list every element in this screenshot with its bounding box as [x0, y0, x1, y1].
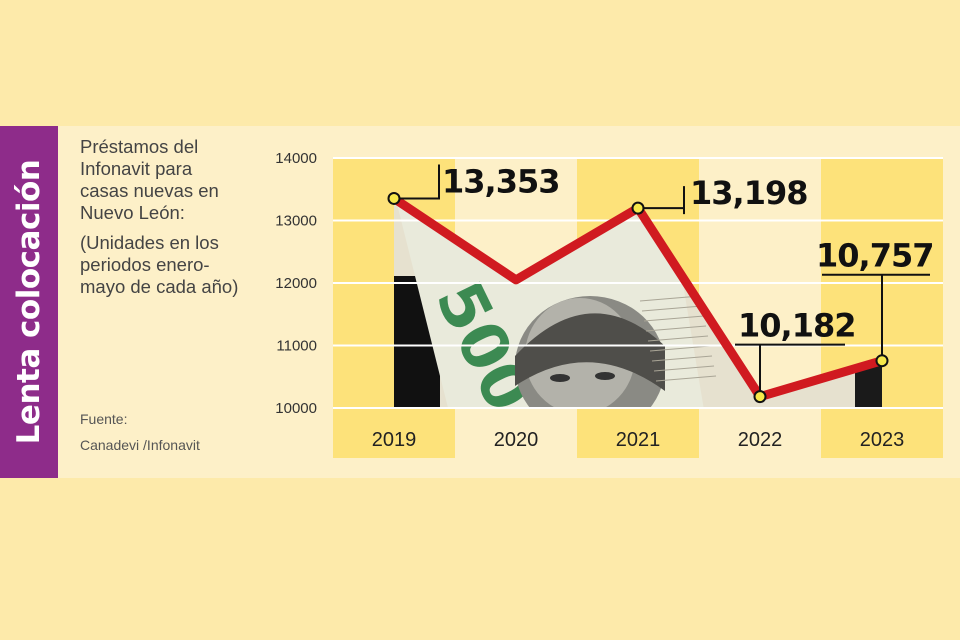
y-tick-label: 13000: [275, 213, 317, 230]
callout-leader: [735, 343, 845, 397]
callout-leader: [394, 164, 440, 200]
side-title: Lenta colocación: [11, 159, 47, 445]
y-tick-label: 14000: [275, 150, 317, 167]
x-axis-tick-labels: 2019 2020 2021 2022 2023: [372, 429, 905, 451]
x-tick-label: 2020: [494, 429, 539, 451]
data-label: 10,182: [738, 307, 855, 345]
x-tick-label: 2022: [738, 429, 783, 451]
description-subtitle: (Unidades en los periodos enero-mayo de …: [80, 232, 239, 297]
callout-leader: [822, 273, 930, 361]
data-point-2023: [875, 354, 889, 368]
infographic-panel: Lenta colocación Préstamos del Infonavit…: [0, 126, 960, 478]
x-tick-label: 2021: [616, 429, 661, 451]
x-tick-label: 2023: [860, 429, 905, 451]
y-tick-label: 11000: [276, 338, 317, 355]
data-point-2022: [753, 390, 767, 404]
y-tick-label: 10000: [275, 400, 317, 417]
source-note: Fuente: Canadevi /Infonavit: [80, 406, 200, 458]
data-point-2021: [631, 201, 645, 215]
data-label-callouts: 13,353 13,198 10,182 10,757: [394, 162, 934, 397]
data-point-2019: [387, 191, 401, 205]
x-tick-label: 2019: [372, 429, 417, 451]
source-value: Canadevi /Infonavit: [80, 437, 200, 453]
data-points: [387, 191, 889, 404]
data-label: 13,198: [690, 174, 807, 212]
sidebar-band: Lenta colocación: [0, 126, 58, 478]
data-label: 13,353: [442, 162, 559, 200]
y-axis-tick-labels: 14000 13000 12000 11000 10000: [275, 150, 317, 417]
description-title: Préstamos del Infonavit para casas nueva…: [80, 136, 219, 223]
source-label: Fuente:: [80, 411, 128, 427]
chart-description: Préstamos del Infonavit para casas nueva…: [80, 136, 240, 298]
y-tick-label: 12000: [275, 275, 317, 292]
callout-leader: [638, 186, 685, 215]
data-label: 10,757: [816, 237, 933, 275]
